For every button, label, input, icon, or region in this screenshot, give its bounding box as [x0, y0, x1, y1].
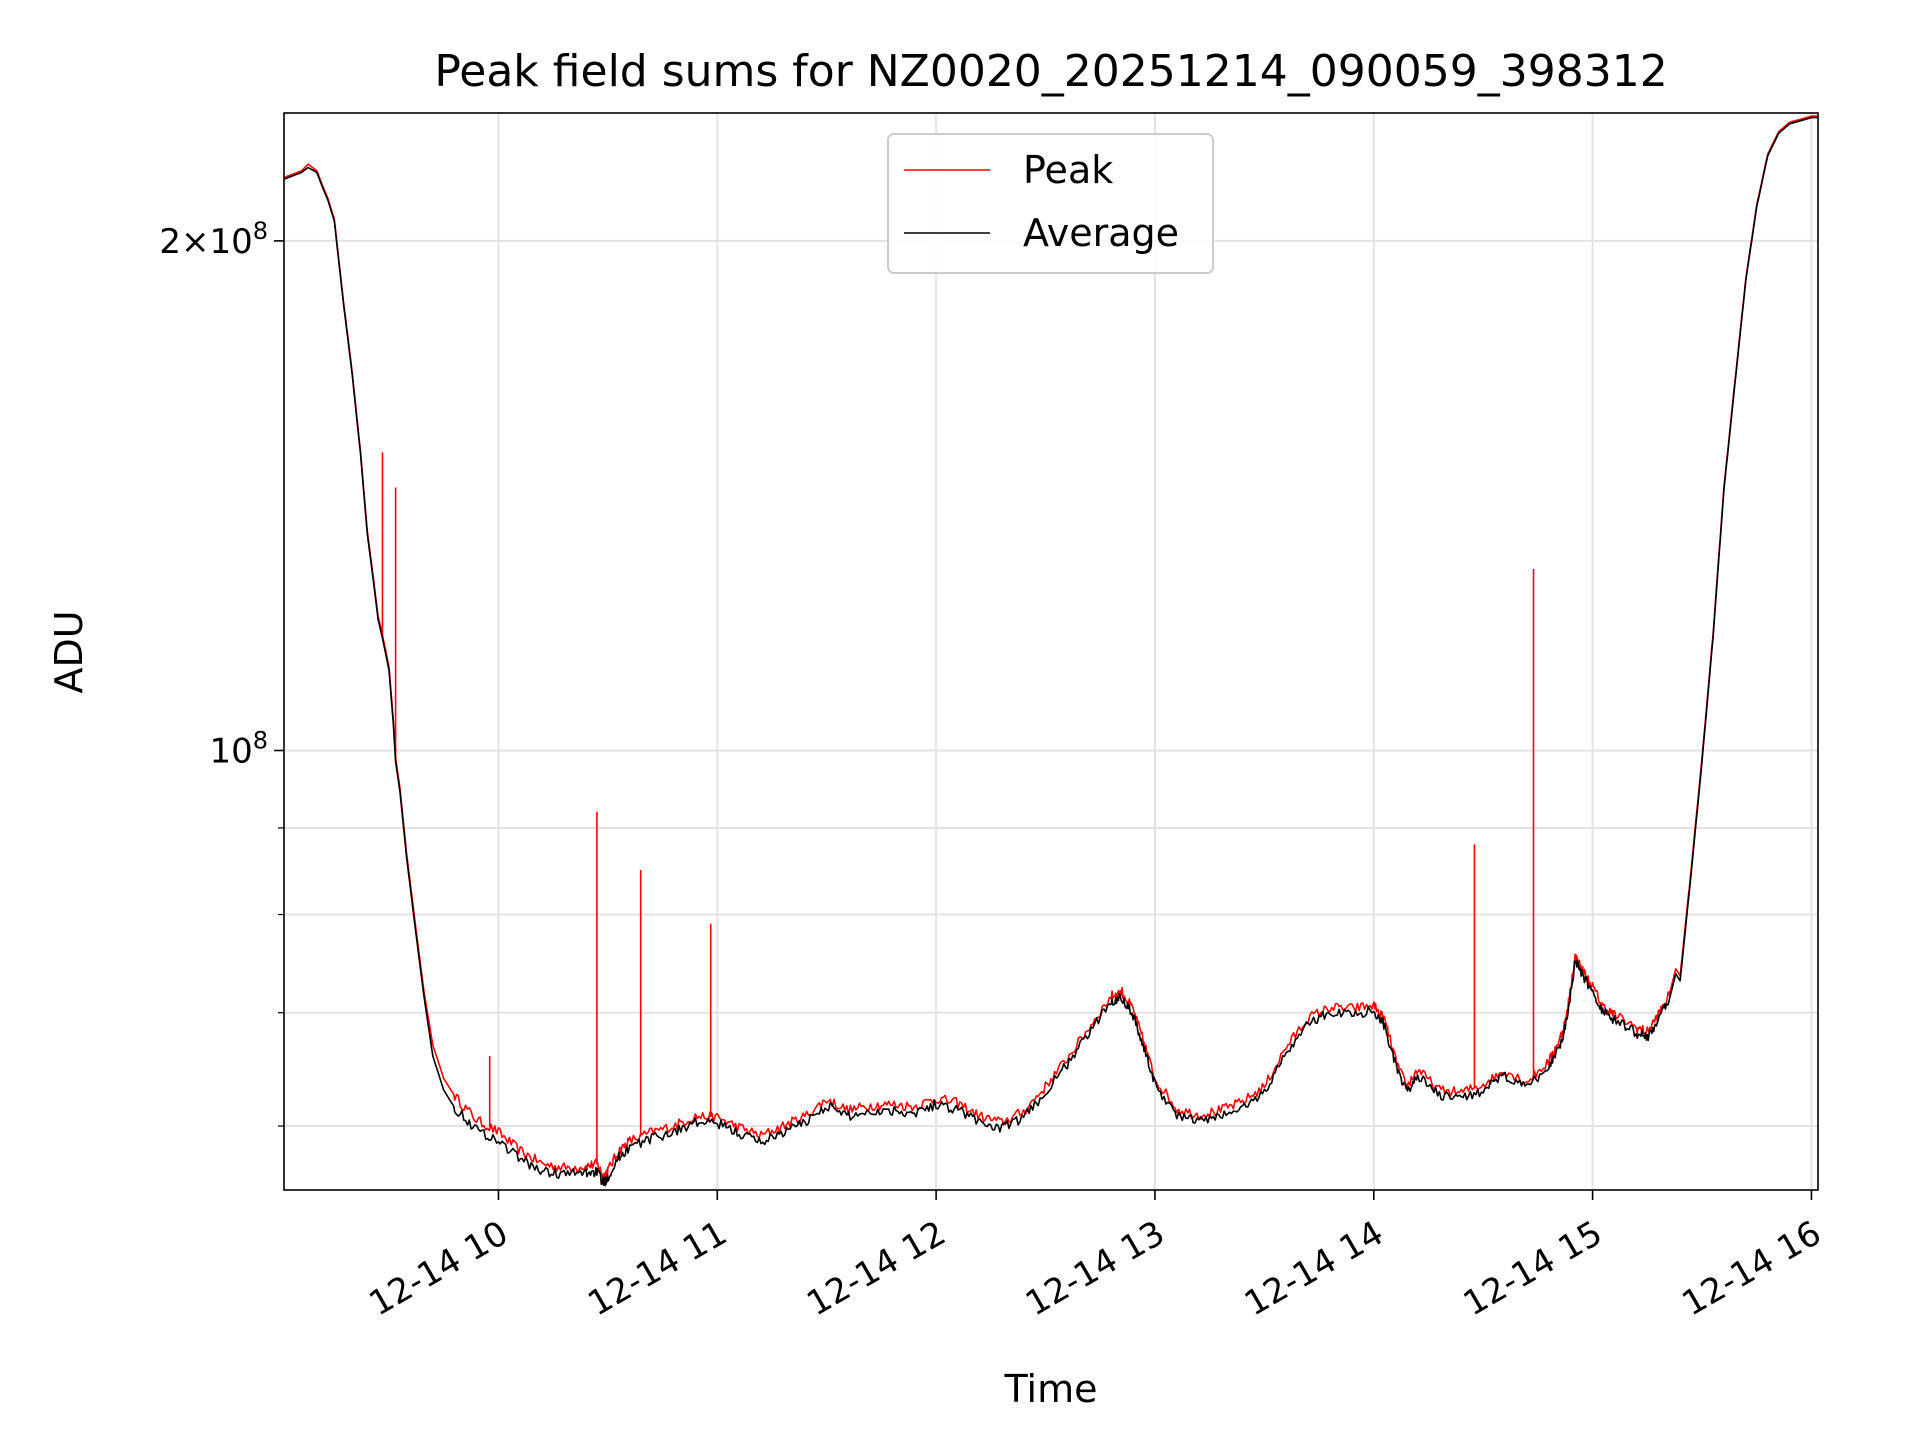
- series-layer: [284, 115, 1818, 1187]
- legend-box: [887, 133, 1214, 274]
- chart-title: Peak field sums for NZ0020_20251214_0900…: [434, 46, 1667, 97]
- y-tick-label: 108: [209, 726, 268, 771]
- legend: Peak Average: [887, 133, 1214, 274]
- y-axis-ticks: 108 2×108: [159, 217, 284, 1127]
- x-axis-label: Time: [1004, 1367, 1098, 1411]
- y-tick-label: 2×108: [159, 217, 268, 262]
- plot-frame: [283, 112, 1819, 1191]
- grid-layer: [284, 113, 1818, 1190]
- legend-average-label: Average: [1023, 211, 1179, 255]
- legend-peak-label: Peak: [1023, 148, 1113, 192]
- series-line-average: [284, 116, 1818, 1187]
- y-axis-label: ADU: [47, 610, 91, 693]
